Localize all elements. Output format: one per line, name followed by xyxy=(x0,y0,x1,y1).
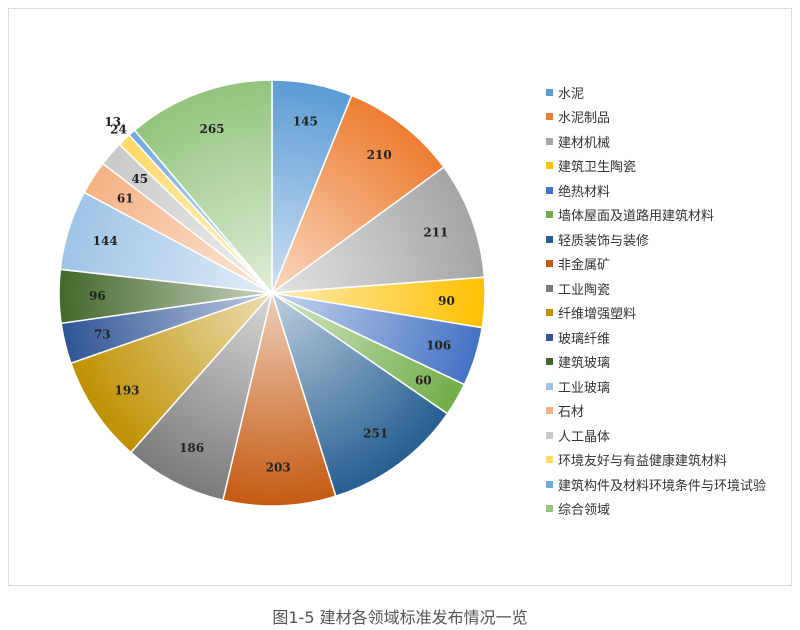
legend-label: 工业陶瓷 xyxy=(558,282,611,298)
legend-label: 水泥 xyxy=(558,86,585,102)
legend-swatch xyxy=(546,407,553,415)
legend-swatch xyxy=(546,186,553,194)
legend-item: 轻质装饰与装修 xyxy=(546,227,766,252)
pie-value-label: 251 xyxy=(363,427,388,441)
legend-item: 玻璃纤维 xyxy=(546,325,766,350)
pie-slice xyxy=(129,292,273,502)
legend-label: 水泥制品 xyxy=(558,111,611,127)
legend-label: 建筑卫生陶瓷 xyxy=(558,160,637,176)
legend-label: 石材 xyxy=(558,405,585,421)
legend-label: 建材机械 xyxy=(558,135,611,151)
pie-value-label: 61 xyxy=(117,191,134,205)
pie-value-label: 186 xyxy=(179,441,204,455)
legend-label: 非金属矿 xyxy=(558,258,611,274)
pie-value-label: 73 xyxy=(94,327,111,341)
legend-label: 墙体屋面及道路用建筑材料 xyxy=(558,209,715,225)
legend-label: 绝热材料 xyxy=(558,184,611,200)
legend-swatch xyxy=(546,505,553,513)
pie-value-label: 210 xyxy=(367,148,392,162)
pie-value-label: 96 xyxy=(89,289,106,303)
legend: 水泥水泥制品建材机械建筑卫生陶瓷 绝热材料墙体屋面及道路用建筑材料 轻质装饰与装修非… xyxy=(546,80,766,521)
pie-value-label: 203 xyxy=(266,461,291,475)
legend-swatch xyxy=(546,333,553,341)
legend-item: 建材机械 xyxy=(546,129,766,154)
legend-label: 纤维增强塑料 xyxy=(558,307,637,323)
legend-label: 综合领域 xyxy=(558,503,611,519)
pie-value-label: 265 xyxy=(199,122,224,136)
pie-chart: 145 210 211 90 106 60 251 203 186 193 73 96 144 61 45 2… xyxy=(58,79,486,507)
legend-swatch xyxy=(546,211,553,219)
legend-item: 水泥 xyxy=(546,80,766,105)
pie-slice xyxy=(133,79,273,296)
legend-item: 水泥制品 xyxy=(546,105,766,130)
legend-item: 建筑卫生陶瓷 xyxy=(546,154,766,179)
legend-swatch xyxy=(546,235,553,243)
legend-item: 综合领域 xyxy=(546,497,766,522)
legend-swatch xyxy=(546,88,553,96)
legend-label: 建筑玻璃 xyxy=(558,356,611,372)
legend-swatch xyxy=(546,260,553,268)
legend-item: 石材 xyxy=(546,399,766,424)
pie-slice xyxy=(270,291,449,498)
pie-value-label: 45 xyxy=(131,172,148,186)
legend-swatch xyxy=(546,284,553,292)
legend-item: 建筑玻璃 xyxy=(546,350,766,375)
pie-value-label: 144 xyxy=(93,234,118,248)
legend-item: 墙体屋面及道路用建筑材料 xyxy=(546,203,766,228)
pie-slice xyxy=(221,290,337,507)
legend-swatch xyxy=(546,113,553,121)
legend-item: 建筑构件及材料环境条件与环境试验 xyxy=(546,472,766,497)
legend-label: 轻质装饰与装修 xyxy=(558,233,650,249)
legend-swatch xyxy=(546,162,553,170)
legend-label: 建筑构件及材料环境条件与环境试验 xyxy=(558,478,767,494)
legend-swatch xyxy=(546,309,553,317)
pie-slice xyxy=(270,94,445,296)
legend-swatch xyxy=(546,382,553,390)
pie-value-label: 24 xyxy=(110,123,127,137)
legend-item: 人工晶体 xyxy=(546,423,766,448)
pie-value-label: 145 xyxy=(293,115,318,129)
legend-label: 玻璃纤维 xyxy=(558,331,611,347)
legend-label: 工业玻璃 xyxy=(558,380,611,396)
legend-item: 环境友好与有益健康建筑材料 xyxy=(546,448,766,473)
legend-item: 工业玻璃 xyxy=(546,374,766,399)
pie-value-label: 211 xyxy=(423,226,448,240)
legend-label: 人工晶体 xyxy=(558,429,611,445)
legend-swatch xyxy=(546,456,553,464)
legend-label: 环境友好与有益健康建筑材料 xyxy=(558,454,728,470)
pie-value-label: 193 xyxy=(114,383,139,397)
legend-item: 非金属矿 xyxy=(546,252,766,277)
legend-swatch xyxy=(546,480,553,488)
pie-value-label: 106 xyxy=(426,338,451,352)
legend-item: 绝热材料 xyxy=(546,178,766,203)
pie-value-label: 60 xyxy=(415,373,432,387)
pie-slice xyxy=(269,166,486,294)
pie-slice xyxy=(69,291,275,454)
legend-item: 纤维增强塑料 xyxy=(546,301,766,326)
legend-item: 工业陶瓷 xyxy=(546,276,766,301)
legend-swatch xyxy=(546,358,553,366)
pie-value-label: 90 xyxy=(438,294,455,308)
legend-swatch xyxy=(546,137,553,145)
pie-value-label: 13 xyxy=(104,115,121,129)
figure-caption: 图1-5 建材各领域标准发布情况一览 xyxy=(272,608,528,627)
legend-swatch xyxy=(546,431,553,439)
